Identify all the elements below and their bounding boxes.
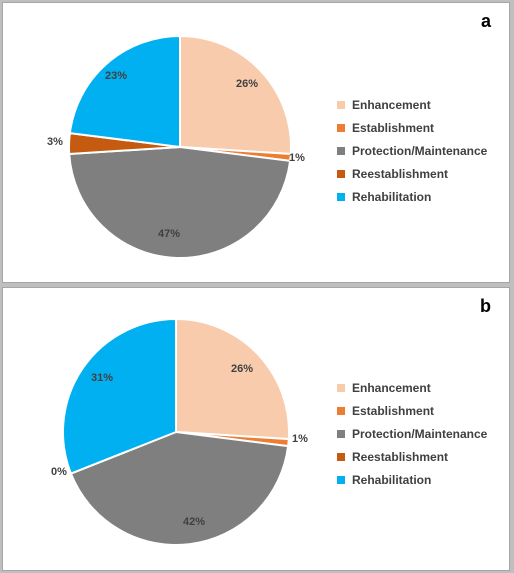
panel-label-b: b	[480, 296, 491, 316]
slice-label-establishment: 1%	[289, 152, 305, 164]
legend-label: Rehabilitation	[352, 189, 432, 204]
legend-swatch	[337, 192, 345, 201]
legend-label: Enhancement	[352, 97, 431, 112]
legend-label: Rehabilitation	[352, 472, 432, 487]
pie-slice-rehabilitation	[62, 317, 177, 475]
slice-label-reestablishment: 3%	[47, 136, 63, 148]
legend-item-establishment: Establishment	[337, 399, 487, 422]
legend-swatch	[337, 406, 345, 415]
legend-item-establishment: Establishment	[337, 116, 487, 139]
legend-label: Establishment	[352, 403, 435, 418]
pie-slice-enhancement	[175, 317, 290, 441]
slice-label-rehabilitation: 31%	[91, 372, 113, 384]
legend-swatch	[337, 475, 345, 484]
legend-label: Reestablishment	[352, 449, 449, 464]
legend-item-enhancement: Enhancement	[337, 93, 487, 116]
legend-item-rehabilitation: Rehabilitation	[337, 185, 487, 208]
pie-slice-enhancement	[179, 34, 292, 156]
slice-label-enhancement: 26%	[236, 78, 258, 90]
legend-item-rehabilitation: Rehabilitation	[337, 468, 487, 491]
slice-label-protection-maintenance: 47%	[158, 228, 180, 240]
pie-chart-a: 26% 1% 47% 3% 23%	[47, 34, 305, 259]
legend-item-protection-maintenance: Protection/Maintenance	[337, 139, 487, 162]
legend-swatch	[337, 123, 345, 132]
legend-label: Establishment	[352, 120, 435, 135]
legend-b: Enhancement Establishment Protection/Maint…	[337, 376, 487, 491]
legend-label: Enhancement	[352, 380, 431, 395]
slice-label-protection-maintenance: 42%	[183, 516, 205, 528]
slice-label-reestablishment: 0%	[51, 466, 67, 478]
pie-slice-rehabilitation	[68, 34, 181, 149]
legend-a: Enhancement Establishment Protection/Maint…	[337, 93, 487, 208]
pie-chart-b: 26% 1% 42% 0% 31%	[51, 317, 308, 546]
legend-label: Reestablishment	[352, 166, 449, 181]
legend-item-protection-maintenance: Protection/Maintenance	[337, 422, 487, 445]
slice-label-enhancement: 26%	[231, 363, 253, 375]
legend-swatch	[337, 429, 345, 438]
slice-label-rehabilitation: 23%	[105, 70, 127, 82]
legend-swatch	[337, 452, 345, 461]
legend-swatch	[337, 169, 345, 178]
legend-item-enhancement: Enhancement	[337, 376, 487, 399]
legend-swatch	[337, 383, 345, 392]
legend-label: Protection/Maintenance	[352, 426, 488, 441]
chart-panel-b: b 26% 1% 42% 0% 31% Enhancement Establishment…	[2, 287, 510, 571]
chart-panel-a: a 26% 1% 47% 3% 23% Enhancement Establishment…	[2, 2, 510, 283]
legend-item-reestablishment: Reestablishment	[337, 445, 487, 468]
panel-label-a: a	[480, 11, 491, 31]
slice-label-establishment: 1%	[292, 433, 308, 445]
legend-swatch	[337, 146, 345, 155]
pie-slice-protection-maintenance	[69, 430, 290, 546]
pie-slice-protection-maintenance	[68, 145, 292, 259]
legend-swatch	[337, 100, 345, 109]
legend-item-reestablishment: Reestablishment	[337, 162, 487, 185]
legend-label: Protection/Maintenance	[352, 143, 488, 158]
